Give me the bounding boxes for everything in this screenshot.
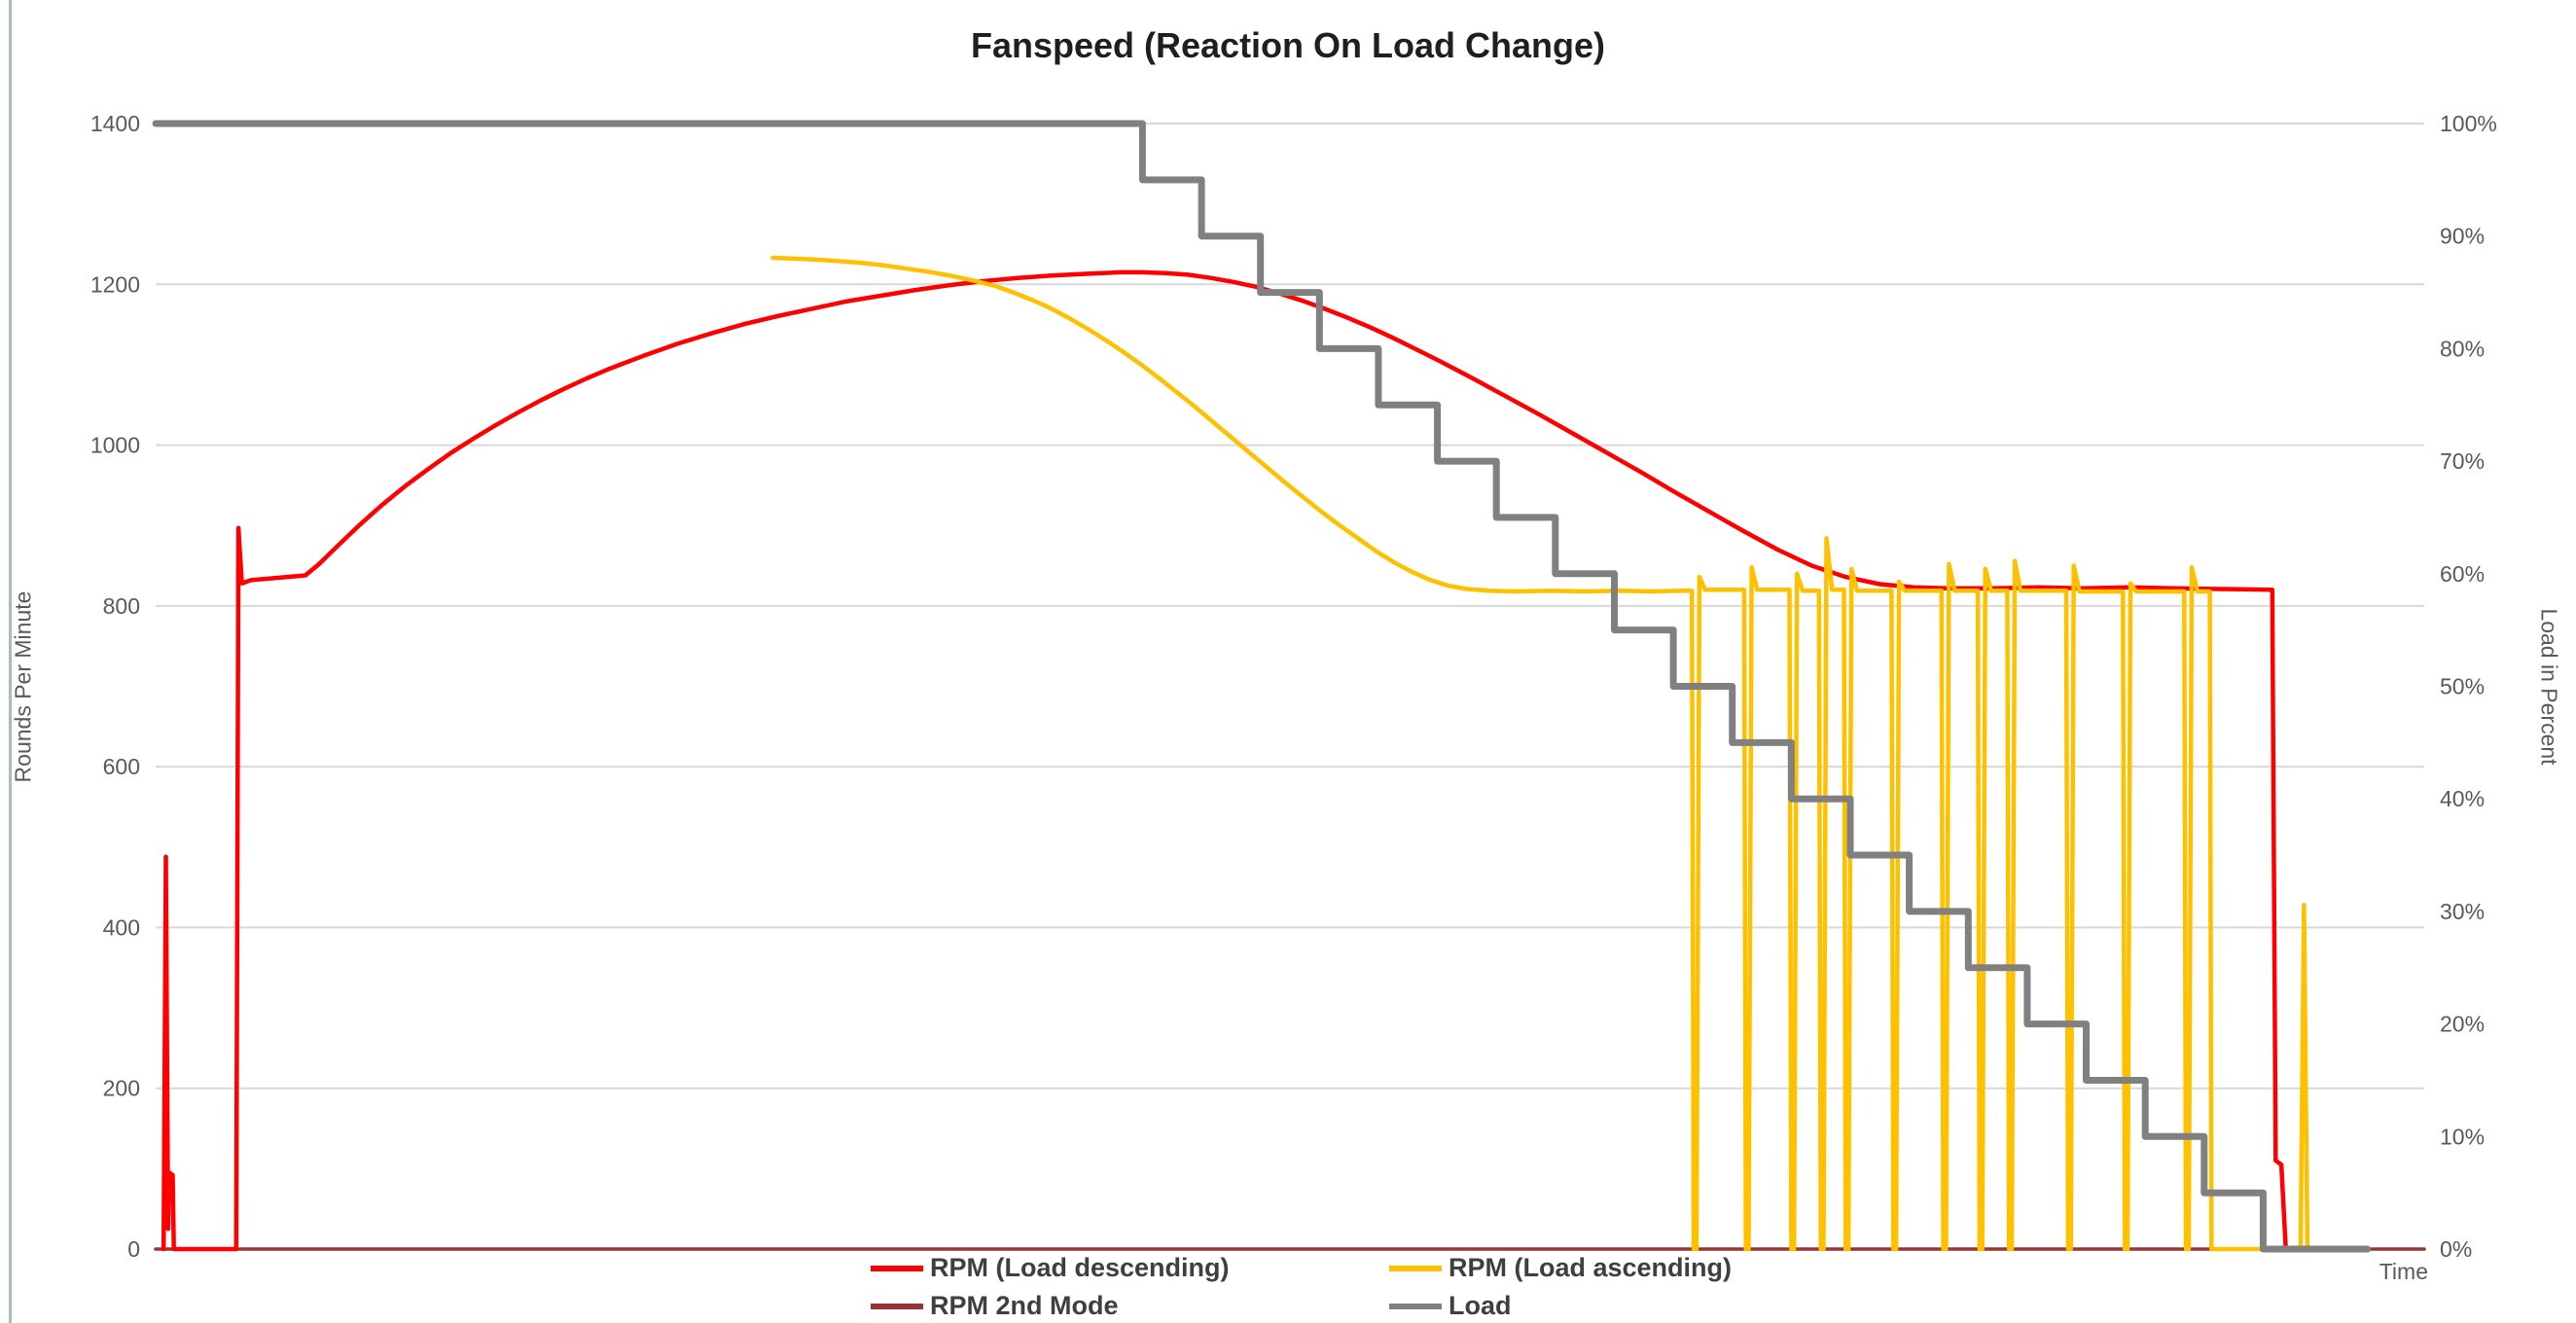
legend-item: RPM (Load ascending) bbox=[1389, 1253, 1908, 1283]
screen-left-edge-line bbox=[9, 0, 12, 1323]
y-right-tick-label: 0% bbox=[2440, 1236, 2472, 1262]
legend-swatch bbox=[871, 1265, 923, 1271]
y-left-tick-label: 600 bbox=[103, 754, 140, 779]
x-axis-label: Time bbox=[2379, 1259, 2428, 1284]
legend-swatch bbox=[871, 1303, 923, 1309]
y-right-tick-label: 80% bbox=[2440, 336, 2485, 361]
legend-label: RPM (Load descending) bbox=[930, 1253, 1230, 1282]
legend-label: RPM 2nd Mode bbox=[930, 1291, 1119, 1320]
y-right-tick-label: 70% bbox=[2440, 448, 2485, 474]
legend: RPM (Load descending) RPM (Load ascending… bbox=[871, 1253, 1908, 1321]
y-left-tick-label: 1400 bbox=[90, 111, 140, 136]
y-right-tick-label: 40% bbox=[2440, 786, 2485, 811]
y-right-tick-label: 20% bbox=[2440, 1012, 2485, 1037]
y-right-tick-label: 50% bbox=[2440, 674, 2485, 699]
legend-item: Load bbox=[1389, 1291, 1908, 1321]
legend-label: RPM (Load ascending) bbox=[1449, 1253, 1733, 1282]
y-right-tick-label: 100% bbox=[2440, 111, 2497, 136]
y-left-tick-label: 0 bbox=[127, 1236, 140, 1262]
y-left-tick-label: 800 bbox=[103, 593, 140, 619]
y-left-tick-label: 1200 bbox=[90, 271, 140, 297]
y-right-tick-label: 60% bbox=[2440, 561, 2485, 587]
series-line-rpm-load-ascending bbox=[770, 255, 2325, 1252]
y-left-tick-label: 400 bbox=[103, 914, 140, 940]
series-line-rpm-load-descending bbox=[161, 269, 2305, 1252]
y-right-tick-label: 90% bbox=[2440, 224, 2485, 249]
y-right-tick-label: 10% bbox=[2440, 1124, 2485, 1149]
legend-swatch bbox=[1389, 1303, 1442, 1309]
y-left-tick-label: 1000 bbox=[90, 433, 140, 458]
y-axis-label-left: Rounds Per Minute bbox=[10, 590, 36, 783]
legend-item: RPM 2nd Mode bbox=[871, 1291, 1389, 1321]
legend-item: RPM (Load descending) bbox=[871, 1253, 1389, 1283]
y-axis-label-right: Load in Percent bbox=[2536, 608, 2562, 766]
y-right-tick-label: 30% bbox=[2440, 899, 2485, 924]
legend-swatch bbox=[1389, 1265, 1442, 1271]
chart-title: Fanspeed (Reaction On Load Change) bbox=[970, 25, 1606, 65]
y-left-tick-label: 200 bbox=[103, 1076, 140, 1101]
series-line-load bbox=[152, 120, 2372, 1253]
legend-label: Load bbox=[1449, 1291, 1512, 1320]
